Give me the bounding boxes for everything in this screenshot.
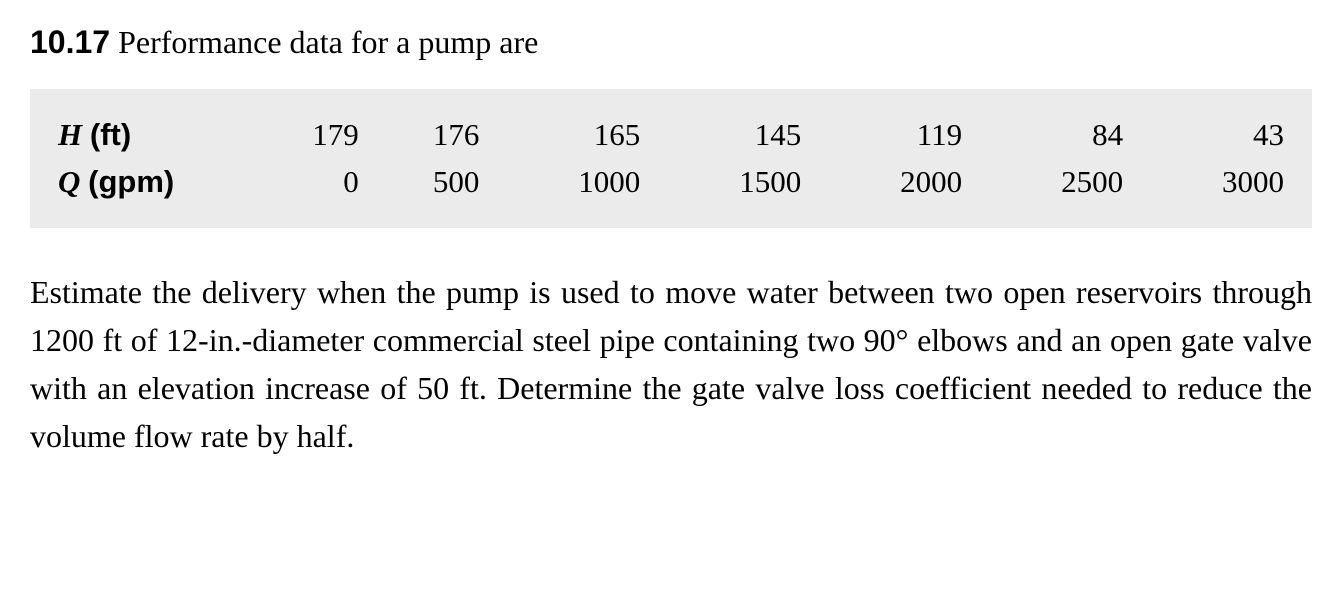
- table-cell: 2500: [962, 158, 1123, 205]
- table-cell: 165: [479, 111, 640, 158]
- table-row: H (ft) 179 176 165 145 119 84 43: [58, 111, 1284, 158]
- table-cell: 0: [238, 158, 359, 205]
- problem-number: 10.17: [30, 24, 110, 60]
- problem-heading: 10.17 Performance data for a pump are: [30, 20, 1312, 65]
- table-row: Q (gpm) 0 500 1000 1500 2000 2500 3000: [58, 158, 1284, 205]
- table-cell: 176: [359, 111, 480, 158]
- table-cell: 3000: [1123, 158, 1284, 205]
- table-cell: 1500: [640, 158, 801, 205]
- table-cell: 43: [1123, 111, 1284, 158]
- table-cell: 1000: [479, 158, 640, 205]
- table-cell: 145: [640, 111, 801, 158]
- row-label: H (ft): [58, 111, 238, 158]
- table-cell: 84: [962, 111, 1123, 158]
- table-cell: 500: [359, 158, 480, 205]
- heading-text: Performance data for a pump are: [118, 24, 538, 60]
- table-cell: 2000: [801, 158, 962, 205]
- problem-body-text: Estimate the delivery when the pump is u…: [30, 268, 1312, 460]
- data-table-container: H (ft) 179 176 165 145 119 84 43 Q (gpm)…: [30, 89, 1312, 228]
- row-label: Q (gpm): [58, 158, 238, 205]
- table-cell: 119: [801, 111, 962, 158]
- table-cell: 179: [238, 111, 359, 158]
- data-table: H (ft) 179 176 165 145 119 84 43 Q (gpm)…: [58, 111, 1284, 206]
